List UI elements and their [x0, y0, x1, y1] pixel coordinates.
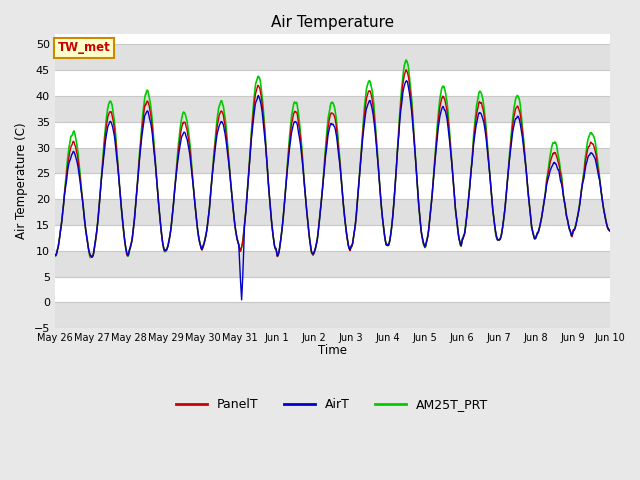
Bar [55, 44, 610, 70]
AM25T_PRT [51, 252, 59, 258]
AM25T_PRT [206, 202, 214, 207]
PanelT [557, 174, 565, 180]
AirT [557, 180, 565, 185]
PanelT [360, 112, 368, 118]
AM25T_PRT [360, 104, 368, 110]
AirT [51, 252, 59, 258]
AM25T_PRT [86, 255, 94, 261]
Line: PanelT: PanelT [55, 70, 610, 257]
PanelT [51, 252, 59, 258]
PanelT [206, 203, 214, 208]
Bar [55, 147, 610, 173]
AirT [403, 78, 410, 84]
X-axis label: Time: Time [317, 345, 347, 358]
Bar [55, 302, 610, 328]
Bar [55, 251, 610, 276]
Line: AirT: AirT [55, 81, 610, 300]
AM25T_PRT [349, 241, 356, 247]
PanelT [88, 254, 95, 260]
PanelT [494, 237, 502, 242]
AM25T_PRT [403, 57, 410, 63]
Title: Air Temperature: Air Temperature [271, 15, 394, 30]
AirT [606, 228, 614, 233]
AirT [494, 237, 502, 243]
AirT [360, 120, 368, 125]
AirT [238, 297, 246, 303]
PanelT [573, 219, 580, 225]
PanelT [349, 241, 356, 247]
Bar [55, 96, 610, 122]
Line: AM25T_PRT: AM25T_PRT [55, 60, 610, 258]
AirT [349, 241, 356, 247]
AM25T_PRT [557, 170, 565, 176]
AM25T_PRT [573, 218, 580, 224]
PanelT [606, 228, 614, 234]
AirT [573, 219, 580, 225]
Text: TW_met: TW_met [58, 41, 110, 54]
AM25T_PRT [494, 237, 502, 243]
AirT [205, 205, 213, 211]
Y-axis label: Air Temperature (C): Air Temperature (C) [15, 123, 28, 240]
PanelT [403, 67, 410, 73]
Bar [55, 199, 610, 225]
Legend: PanelT, AirT, AM25T_PRT: PanelT, AirT, AM25T_PRT [171, 393, 493, 416]
AM25T_PRT [606, 228, 614, 233]
